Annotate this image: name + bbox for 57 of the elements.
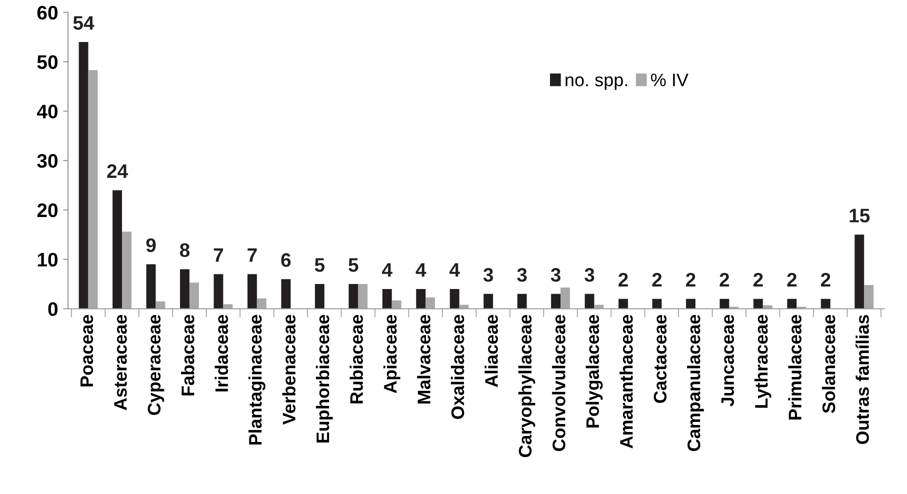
- x-tick-label: Oxalidaceae: [450, 314, 464, 419]
- data-label: 3: [483, 268, 494, 282]
- data-label: 4: [382, 263, 392, 277]
- x-tick-label: Rubiaceae: [350, 314, 363, 404]
- data-label: 24: [107, 164, 128, 178]
- data-label: 5: [348, 258, 358, 272]
- data-label: 6: [281, 253, 291, 267]
- data-label: 5: [314, 258, 325, 272]
- x-tick-label: Amaranthaceae: [620, 314, 633, 448]
- x-tick-label: Convolvulaceae: [552, 314, 566, 452]
- data-label: 7: [214, 248, 224, 262]
- data-label: 2: [686, 272, 696, 286]
- x-tick-label: Plantaginaceae: [248, 314, 266, 445]
- x-tick-label: Campanulaceae: [687, 314, 704, 452]
- x-tick-label: Verbenaceae: [282, 314, 296, 425]
- x-tick-label: Poaceae: [80, 314, 94, 386]
- data-label: 3: [550, 268, 560, 282]
- x-tick-label: Polygalaceae: [586, 314, 603, 428]
- x-tick-label: Apiaceae: [383, 314, 400, 394]
- y-tick-label: 40: [36, 104, 58, 118]
- x-tick-label: Cyperaceae: [148, 314, 164, 415]
- y-tick-label: 60: [37, 6, 58, 20]
- data-label: 2: [720, 272, 730, 286]
- data-label: 2: [753, 272, 763, 286]
- x-tick-label: Solanaceae: [822, 314, 836, 414]
- x-tick-label: Primulaceae: [788, 314, 802, 420]
- data-label: 2: [618, 272, 628, 286]
- data-label: 54: [73, 16, 94, 30]
- x-tick-label: Caryophyllaceae: [518, 314, 536, 458]
- x-tick-label: Aliaceae: [484, 314, 498, 388]
- x-tick-label: Fabaceae: [181, 314, 194, 396]
- data-label: 4: [416, 263, 426, 277]
- data-label: 2: [787, 272, 797, 286]
- data-label: 9: [146, 238, 156, 252]
- y-tick-label: 30: [37, 154, 58, 168]
- y-tick-label: 10: [38, 252, 58, 267]
- x-tick-label: Malvaceae: [417, 314, 430, 404]
- data-label: 7: [248, 248, 257, 262]
- x-tick-label: Euphorbiaceae: [316, 314, 333, 443]
- data-label: 2: [652, 272, 662, 286]
- data-label: 3: [584, 268, 594, 282]
- x-tick-label: Asteraceae: [114, 314, 127, 410]
- data-label: 15: [850, 208, 870, 222]
- x-tick-label: Juncaceae: [721, 314, 734, 406]
- x-tick-label: Outras famílias: [856, 315, 869, 444]
- x-tick-label: Iridaceae: [214, 314, 228, 392]
- data-label: 3: [517, 268, 527, 282]
- data-label: 8: [180, 243, 190, 258]
- x-tick-label: Cactaceae: [654, 314, 667, 403]
- data-label: 4: [449, 263, 460, 277]
- x-tick-label: Lythraceae: [754, 314, 772, 408]
- y-tick-label: 20: [37, 203, 58, 218]
- data-label: 2: [820, 272, 830, 286]
- y-tick-label: 0: [48, 302, 58, 316]
- legend-label: no. spp.: [566, 76, 628, 90]
- legend-label: % IV: [651, 74, 688, 86]
- y-tick-label: 50: [37, 55, 58, 69]
